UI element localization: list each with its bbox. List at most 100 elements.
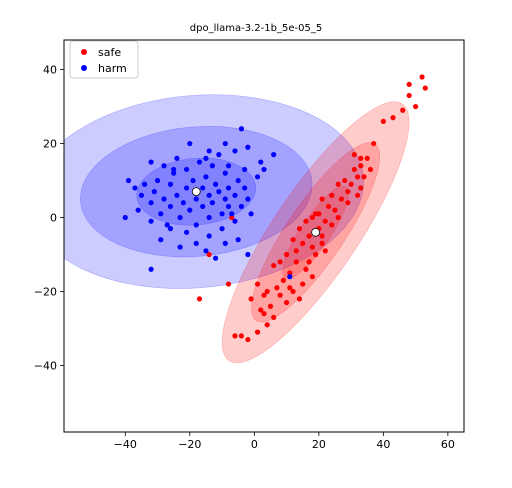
harm-point xyxy=(206,233,212,239)
safe-point xyxy=(329,222,335,228)
safe-point xyxy=(261,292,267,298)
safe-point xyxy=(351,152,357,158)
harm-point xyxy=(122,214,128,221)
harm-point xyxy=(222,240,228,246)
harm-point xyxy=(193,240,199,246)
harm-point xyxy=(219,211,225,217)
harm-point xyxy=(216,152,222,158)
harm-point xyxy=(238,126,245,132)
y-tick-label: 40 xyxy=(43,64,57,77)
harm-point xyxy=(158,211,164,217)
safe-point xyxy=(358,163,364,169)
safe-point xyxy=(245,336,251,343)
safe-point xyxy=(196,296,203,302)
harm-point xyxy=(245,251,251,258)
plot-area-frame xyxy=(63,39,465,433)
harm-point xyxy=(161,163,167,169)
harm-point xyxy=(174,192,180,198)
safe-point xyxy=(313,211,319,217)
safe-point xyxy=(306,259,312,265)
safe-point xyxy=(319,196,325,202)
safe-point xyxy=(367,166,374,173)
harm-point xyxy=(154,177,161,184)
safe-point xyxy=(306,233,312,239)
harm-point xyxy=(167,181,174,187)
harm-point xyxy=(183,166,190,173)
safe-point xyxy=(309,214,315,221)
harm-point xyxy=(193,196,199,202)
harm-point xyxy=(271,152,277,158)
x-tick-label: 0 xyxy=(251,438,258,451)
safe-point xyxy=(229,214,235,221)
safe-point xyxy=(351,166,357,173)
safe-point xyxy=(225,281,232,287)
harm-point xyxy=(245,144,251,150)
harm-point xyxy=(232,148,238,154)
harm-point xyxy=(209,200,215,206)
safe-point xyxy=(261,311,267,317)
harm-point xyxy=(161,196,167,202)
harm-point xyxy=(238,203,245,210)
harm-point xyxy=(177,214,183,221)
x-tick-label: 40 xyxy=(376,438,390,451)
harm-point xyxy=(258,159,264,165)
harm-point xyxy=(206,214,212,221)
safe-point xyxy=(348,181,354,187)
harm-point xyxy=(225,203,232,210)
harm-point xyxy=(222,140,228,147)
harm-point xyxy=(213,181,219,187)
harm-point xyxy=(138,192,145,198)
safe-point xyxy=(325,203,332,210)
harm-point xyxy=(167,203,174,210)
safe-point xyxy=(364,155,370,161)
harm-point xyxy=(287,274,293,280)
harm-point xyxy=(209,163,215,169)
safe-point xyxy=(277,259,283,265)
safe-point xyxy=(319,240,325,246)
safe-point xyxy=(206,251,212,258)
safe-point xyxy=(380,118,386,124)
harm-point xyxy=(125,177,132,184)
harm-point xyxy=(151,189,157,195)
harm-point xyxy=(232,218,238,224)
harm-point xyxy=(229,211,235,217)
safe-point xyxy=(332,207,338,213)
safe-point xyxy=(309,244,315,250)
safe-point xyxy=(258,307,264,313)
harm-point xyxy=(261,166,267,173)
safe-point xyxy=(280,277,286,283)
harm-point xyxy=(187,140,193,147)
safe-point xyxy=(354,192,361,198)
safe-point xyxy=(300,281,306,287)
safe-point xyxy=(296,296,303,302)
ellipses-layer xyxy=(64,94,410,364)
safe-point xyxy=(290,288,296,295)
legend-marker-harm xyxy=(81,65,87,71)
harm-point xyxy=(235,237,241,243)
harm-point xyxy=(254,174,261,180)
x-tick-label: 60 xyxy=(441,438,455,451)
safe-point xyxy=(319,233,325,239)
harm-point xyxy=(248,211,254,217)
chart-title: dpo_llama-3.2-1b_5e-05_5 xyxy=(190,23,322,34)
y-tick-label: −40 xyxy=(34,359,57,372)
safe-point xyxy=(287,285,293,291)
harm-point xyxy=(148,266,154,272)
safe-point xyxy=(358,185,364,191)
harm-point xyxy=(222,170,228,176)
safe-point xyxy=(271,314,277,320)
harm-point xyxy=(148,200,154,206)
safe-point xyxy=(238,333,245,339)
safe-point xyxy=(287,270,293,276)
y-tick-label: 0 xyxy=(50,212,57,225)
x-tick-label: −40 xyxy=(114,438,137,451)
safe-point xyxy=(248,296,254,302)
safe-point xyxy=(413,103,419,110)
x-axis-ticks: −40 −20 0 20 40 60 xyxy=(114,432,455,451)
harm-point xyxy=(225,163,232,169)
safe-point xyxy=(400,107,406,113)
safe-point xyxy=(406,92,412,99)
safe-point xyxy=(293,248,299,254)
harm-point xyxy=(196,159,203,165)
